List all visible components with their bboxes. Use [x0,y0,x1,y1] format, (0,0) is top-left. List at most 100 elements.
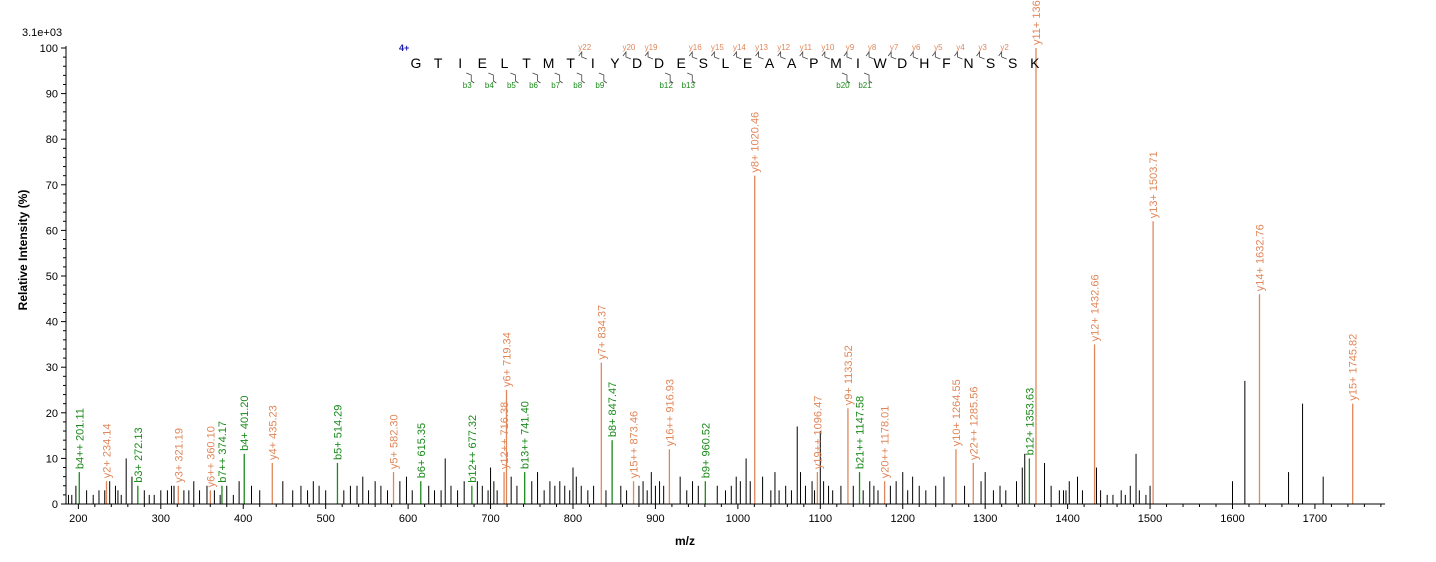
y-ion-marker: y14 [733,43,746,52]
sequence-residue: W [873,55,887,71]
y-ion-bracket [909,50,919,60]
peak-label: b12+ 1353.63 [1024,388,1036,456]
y-ion-marker: y16 [689,43,702,52]
sequence-residue: D [897,55,907,71]
peak-label: y10+ 1264.55 [951,379,963,446]
y-tick-label: 50 [46,271,58,283]
peak-label: y19++ 1096.47 [812,396,824,469]
x-tick-label: 1000 [726,513,750,525]
peak-label: y6+ 719.34 [501,332,513,387]
y-ion-marker: y2 [1000,43,1009,52]
x-tick-label: 600 [399,513,417,525]
y-ion-marker: y20 [622,43,635,52]
y-ion-bracket [622,50,632,60]
y-ion-marker: y19 [645,43,658,52]
peak-label: b21++ 1147.58 [855,396,867,469]
peak-label: y3+ 321.19 [173,428,185,483]
sequence-residue: M [830,55,842,71]
peak-label: y6++ 360.10 [205,426,217,487]
y-tick-label: 40 [46,317,58,329]
b-ion-bracket [665,72,674,84]
y-ion-bracket [821,50,830,60]
b-ion-bracket [598,72,608,84]
sequence-residue: T [434,55,443,71]
peak-label: y22++ 1285.56 [968,387,980,460]
x-tick-label: 1300 [973,513,997,525]
y-tick-label: 100 [40,43,58,55]
b-ion-marker: b9 [595,81,604,90]
b-ion-marker: b21 [858,81,872,90]
b-ion-bracket [576,72,585,84]
peak-label: y13+ 1503.71 [1148,151,1160,218]
sequence-residue: L [501,55,509,71]
sequence-residue: S [699,55,708,71]
b-ion-marker: b20 [836,81,850,90]
x-tick-label: 1100 [808,513,832,525]
b-ion-bracket [532,72,541,84]
sequence-residue: E [478,55,487,71]
sequence-residue: P [809,55,818,71]
y-ion-marker: y22 [578,43,591,52]
x-tick-label: 300 [152,513,170,525]
y-axis-title: Relative Intensity (%) [16,190,30,311]
x-tick-label: 1600 [1220,513,1244,525]
y-ion-bracket [843,50,853,60]
x-tick-label: 400 [234,513,252,525]
sequence-residue: T [566,55,575,71]
sequence-residue: L [722,55,730,71]
sequence-residue: Y [610,55,620,71]
sequence-residue: H [919,55,929,71]
y-ion-marker: y9 [846,43,855,52]
peak-label: y11+ 1361.63 [1031,0,1043,45]
y-ion-bracket [799,50,808,60]
y-ion-bracket [755,50,764,60]
sequence-residue: E [677,55,686,71]
peak-label: y16++ 916.93 [664,379,676,446]
sequence-residue: S [986,55,995,71]
sequence-residue: I [591,55,595,71]
b-ion-marker: b4 [485,81,494,90]
x-tick-label: 200 [69,513,87,525]
y-ion-bracket [954,50,963,60]
b-ion-marker: b7 [551,81,560,90]
sequence-residue: K [1030,55,1040,71]
sequence-residue: F [942,55,951,71]
b-ion-marker: b8 [573,81,582,90]
sequence-residue: T [522,55,531,71]
y-ion-bracket [688,50,698,60]
peak-label: y4+ 435.23 [267,405,279,460]
peak-label: b6+ 615.35 [416,423,428,478]
peak-label: y7+ 834.37 [596,305,608,360]
sequence-residue: E [743,55,752,71]
peak-label: b13++ 741.40 [520,401,532,469]
y-ion-bracket [998,50,1007,60]
b-ion-marker: b12 [659,81,673,90]
y-ion-marker: y3 [978,43,987,52]
x-tick-label: 1200 [890,513,914,525]
peak-label: y12++ 716.38 [499,402,511,469]
y-ion-marker: y12 [777,43,790,52]
y-ion-bracket [644,50,654,60]
y-ion-marker: y13 [755,43,768,52]
x-tick-label: 1700 [1303,513,1327,525]
b-ion-marker: b6 [529,81,538,90]
b-ion-bracket [841,72,851,84]
y-ion-bracket [865,50,875,60]
b-ion-bracket [554,72,563,84]
y-ion-bracket [976,50,985,60]
peak-label: y12+ 1432.66 [1090,274,1102,341]
y-ion-bracket [578,50,587,60]
sequence-residue: I [856,55,860,71]
peak-label: y15++ 873.46 [629,411,641,478]
x-axis-title: m/z [675,534,695,548]
y-tick-label: 20 [46,408,58,420]
y-tick-label: 0 [52,499,58,511]
peak-label: b4+ 401.20 [239,395,251,450]
x-tick-label: 1400 [1055,513,1079,525]
y-ion-marker: y8 [868,43,877,52]
peak-label: y9+ 1133.52 [843,345,855,405]
b-ion-bracket [863,72,873,84]
x-tick-label: 700 [481,513,499,525]
y-ion-marker: y15 [711,43,724,52]
